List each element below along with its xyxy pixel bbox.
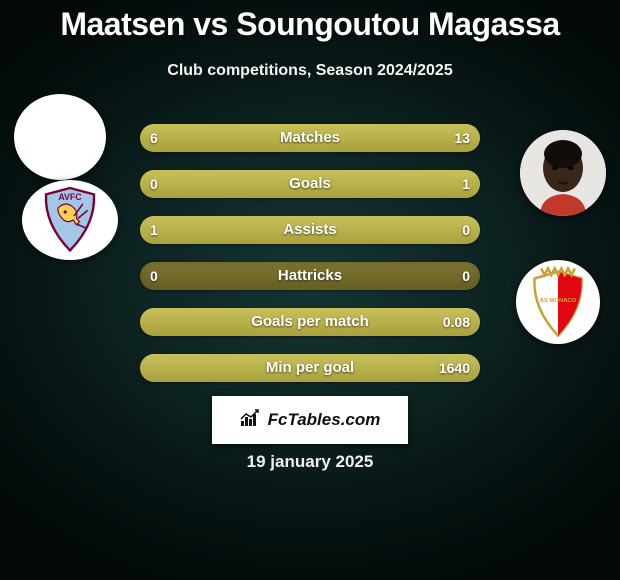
bar-fill-right [140, 354, 480, 382]
stat-value-left: 0 [140, 262, 168, 290]
club-right-logo: AS MONACO [516, 260, 600, 344]
bar-fill-right [140, 308, 480, 336]
stat-row: 10Assists [140, 216, 480, 244]
date-text: 19 january 2025 [0, 452, 620, 472]
page-title: Maatsen vs Soungoutou Magassa [0, 6, 620, 43]
stat-row: 1640Min per goal [140, 354, 480, 382]
brand-box: FcTables.com [212, 396, 408, 444]
stat-label: Hattricks [140, 262, 480, 290]
stat-row: 613Matches [140, 124, 480, 152]
stat-row: 01Goals [140, 170, 480, 198]
bar-fill-right [140, 170, 480, 198]
stat-bars: 613Matches 01Goals 10Assists 0 0Hattricks 0.0… [140, 124, 480, 400]
stat-row: 0.08Goals per match [140, 308, 480, 336]
bar-fill-left [140, 216, 480, 244]
svg-text:AS MONACO: AS MONACO [540, 298, 577, 304]
comparison-infographic: Maatsen vs Soungoutou Magassa Club compe… [0, 0, 620, 580]
club-left-abbr: AVFC [58, 192, 82, 202]
bar-fill-right [247, 124, 480, 152]
brand-text: FcTables.com [268, 410, 381, 430]
brand-icon [240, 409, 262, 432]
stat-row: 0 0Hattricks [140, 262, 480, 290]
player-left-avatar [14, 94, 106, 180]
club-left-logo: AVFC [22, 180, 118, 260]
page-subtitle: Club competitions, Season 2024/2025 [0, 62, 620, 80]
player-right-avatar [520, 130, 606, 216]
bar-fill-left [140, 124, 247, 152]
stat-value-right: 0 [452, 262, 480, 290]
